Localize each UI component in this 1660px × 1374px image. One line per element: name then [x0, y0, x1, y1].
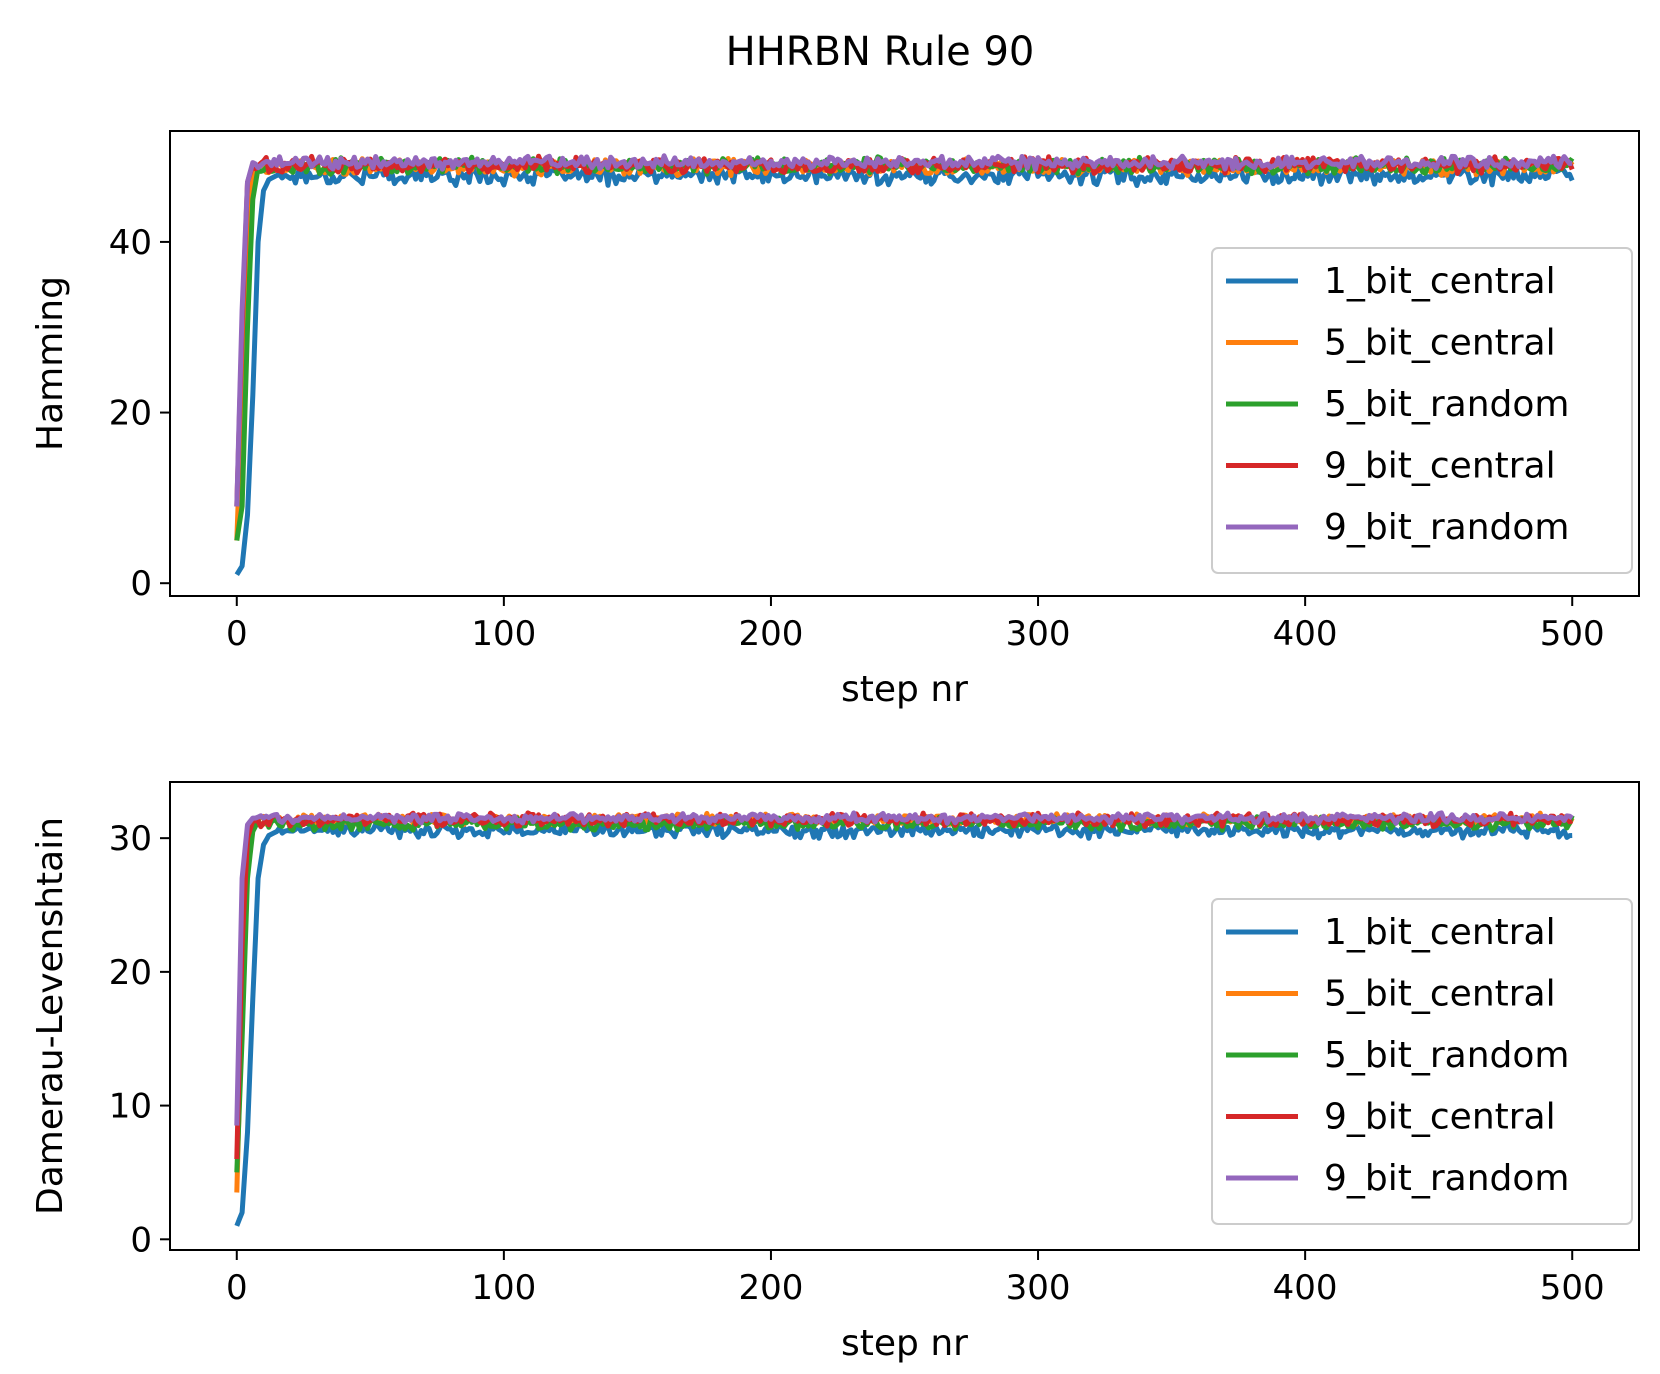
x-tick-label: 400: [1273, 614, 1338, 654]
x-tick-label: 0: [226, 614, 248, 654]
legend-label: 1_bit_central: [1324, 261, 1556, 302]
series-line-9-bit-random: [234, 153, 1573, 507]
legend-label: 9_bit_central: [1324, 1097, 1556, 1138]
series-group: [234, 153, 1575, 576]
x-tick-label: 500: [1540, 614, 1605, 654]
series-line-9-bit-random: [234, 810, 1574, 1126]
y-tick-label: 30: [109, 819, 152, 859]
legend-box: [1211, 898, 1633, 1225]
legend: 1_bit_central 5_bit_central 5_bit_random 9_…: [1211, 247, 1633, 574]
x-tick-label: 200: [739, 614, 804, 654]
legend-label: 1_bit_central: [1324, 912, 1556, 953]
legend-label: 5_bit_random: [1324, 384, 1570, 425]
y-axis-label: Hamming: [30, 276, 71, 451]
x-tick-label: 500: [1540, 1268, 1605, 1308]
x-tick-label: 100: [471, 614, 536, 654]
y-tick-label: 20: [109, 953, 152, 993]
x-tick-label: 400: [1273, 1268, 1338, 1308]
legend-label: 9_bit_central: [1324, 446, 1556, 487]
y-axis-label: Damerau-Levenshtain: [30, 817, 71, 1215]
x-axis-label: step nr: [841, 669, 968, 710]
y-tick-label: 0: [130, 1220, 152, 1260]
x-tick-label: 100: [471, 1268, 536, 1308]
y-tick-label: 20: [109, 394, 152, 434]
figure-title: HHRBN Rule 90: [726, 29, 1035, 75]
damerau-levenshtain-subplot: 0 100 200 300 400 500 0 10 20 30 step nr Damerau-Le…: [30, 781, 1640, 1364]
legend-label: 5_bit_central: [1324, 974, 1556, 1015]
y-tick-label: 10: [109, 1087, 152, 1127]
axes-frame: [169, 781, 1640, 1251]
hamming-subplot: 0 100 200 300 400 500 0 20 40 step nr Hamming 1_bit…: [30, 130, 1640, 710]
x-tick-label: 200: [739, 1268, 804, 1308]
legend-label: 5_bit_central: [1324, 323, 1556, 364]
legend: 1_bit_central 5_bit_central 5_bit_random 9_…: [1211, 898, 1633, 1225]
legend-label: 5_bit_random: [1324, 1035, 1570, 1076]
legend-box: [1211, 247, 1633, 574]
series-line-1-bit-central: [234, 819, 1573, 1227]
axes-frame: [169, 130, 1640, 597]
y-tick-label: 40: [109, 223, 152, 263]
x-axis-label: step nr: [841, 1323, 968, 1364]
x-tick-label: 300: [1006, 614, 1071, 654]
x-tick-label: 0: [226, 1268, 248, 1308]
series-group: [234, 810, 1575, 1227]
legend-label: 9_bit_random: [1324, 1158, 1570, 1199]
y-tick-label: 0: [130, 564, 152, 604]
x-tick-label: 300: [1006, 1268, 1071, 1308]
legend-label: 9_bit_random: [1324, 507, 1570, 548]
